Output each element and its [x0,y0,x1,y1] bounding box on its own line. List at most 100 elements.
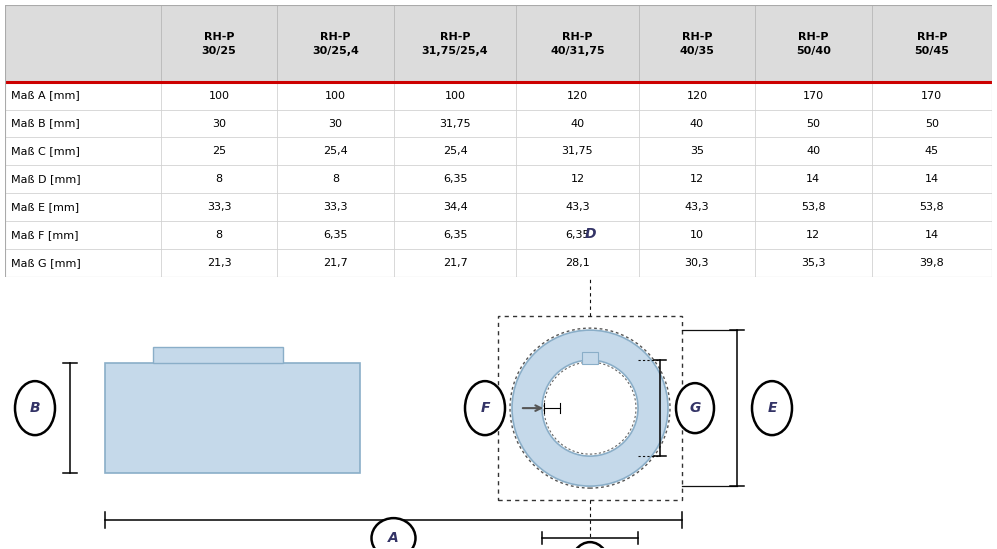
Text: 50: 50 [925,119,939,128]
Text: Maß B [mm]: Maß B [mm] [11,119,80,128]
Text: 33,3: 33,3 [323,203,348,212]
Ellipse shape [570,208,610,260]
Text: 100: 100 [445,91,466,100]
Text: 100: 100 [208,91,229,100]
Bar [755,137,871,165]
Ellipse shape [676,383,714,433]
Text: A: A [388,531,399,545]
Bar [871,137,992,165]
Bar [516,221,639,249]
Text: 53,8: 53,8 [919,203,944,212]
Bar [639,193,755,221]
Text: 120: 120 [686,91,708,100]
Bar [516,5,639,82]
Bar [871,82,992,110]
Text: 12: 12 [570,175,584,184]
Bar [5,249,161,277]
Bar [639,5,755,82]
Text: 25,4: 25,4 [443,147,468,156]
Text: F: F [481,401,490,415]
Text: 30: 30 [212,119,226,128]
Text: 25,4: 25,4 [323,147,348,156]
Bar [161,193,277,221]
Bar [639,249,755,277]
Bar [277,193,394,221]
Ellipse shape [752,381,792,435]
Text: 170: 170 [803,91,824,100]
Bar [161,82,277,110]
Bar [5,193,161,221]
Bar [394,193,516,221]
Text: 34,4: 34,4 [443,203,468,212]
Bar [161,165,277,193]
Bar [5,110,161,137]
Bar [755,249,871,277]
Text: 25: 25 [212,147,226,156]
Text: 43,3: 43,3 [685,203,709,212]
Bar [516,137,639,165]
Bar [5,221,161,249]
Text: 21,7: 21,7 [323,258,348,268]
Text: Maß F [mm]: Maß F [mm] [11,231,79,240]
Text: 35: 35 [690,147,704,156]
Text: 40: 40 [690,119,704,128]
Text: 170: 170 [921,91,942,100]
Text: 12: 12 [690,175,704,184]
Bar [516,249,639,277]
Bar [755,165,871,193]
Bar [639,110,755,137]
Bar [161,110,277,137]
Ellipse shape [372,518,416,549]
Text: 10: 10 [690,231,704,240]
Bar [755,5,871,82]
Text: 31,75: 31,75 [440,119,471,128]
Text: 21,3: 21,3 [206,258,231,268]
Bar [161,5,277,82]
Bar [161,221,277,249]
Bar [516,165,639,193]
Bar [5,165,161,193]
Text: RH-P
30/25: RH-P 30/25 [201,31,236,55]
Bar [277,137,394,165]
Circle shape [542,360,638,456]
Text: 8: 8 [215,175,222,184]
Bar [639,137,755,165]
Bar [639,221,755,249]
Bar [516,82,639,110]
Text: 6,35: 6,35 [443,175,468,184]
Text: Maß C [mm]: Maß C [mm] [11,147,80,156]
Bar [755,193,871,221]
Text: 100: 100 [325,91,346,100]
Text: 12: 12 [807,231,821,240]
Text: 120: 120 [567,91,588,100]
Bar [394,165,516,193]
Bar [639,82,755,110]
Bar [161,249,277,277]
Text: RH-P
40/35: RH-P 40/35 [680,31,714,55]
Text: 8: 8 [332,175,339,184]
Bar [105,363,360,473]
Bar [582,352,598,364]
Bar [394,5,516,82]
Bar [394,110,516,137]
Bar [277,249,394,277]
Bar [394,221,516,249]
Bar [5,82,161,110]
Text: 8: 8 [215,231,222,240]
Text: 40: 40 [570,119,584,128]
Text: 45: 45 [925,147,939,156]
Text: 39,8: 39,8 [919,258,944,268]
Text: D: D [584,227,596,241]
Text: 50: 50 [807,119,821,128]
Text: 35,3: 35,3 [802,258,826,268]
Bar [871,193,992,221]
Bar [871,221,992,249]
Text: 6,35: 6,35 [323,231,348,240]
Bar [871,110,992,137]
Bar [498,316,682,500]
Text: 31,75: 31,75 [561,147,593,156]
Bar [871,165,992,193]
Text: 6,35: 6,35 [565,231,589,240]
Bar [516,110,639,137]
Bar [394,137,516,165]
